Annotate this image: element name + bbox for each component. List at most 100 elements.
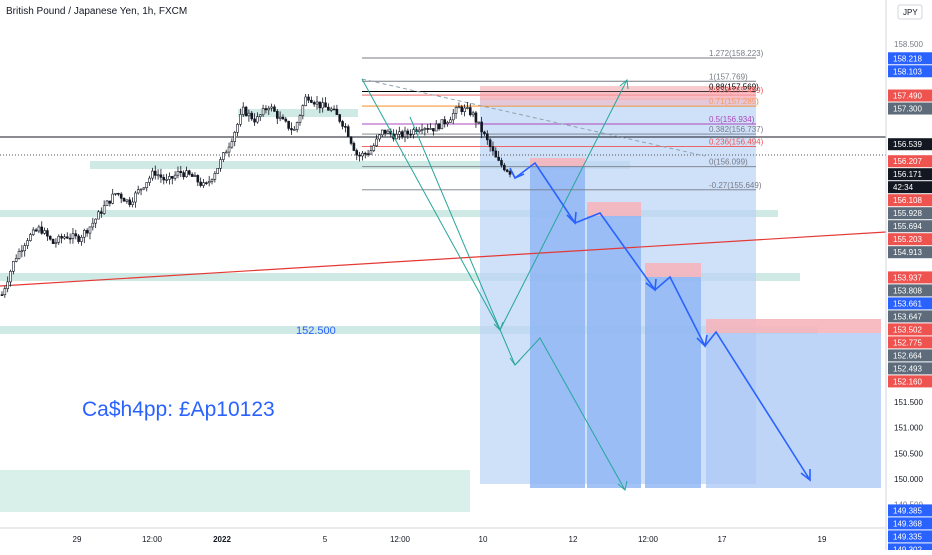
price-tag-label: 158.218 bbox=[893, 54, 922, 63]
candle-body bbox=[193, 175, 197, 177]
candle bbox=[139, 188, 143, 196]
candle-body bbox=[429, 128, 432, 130]
candle-body bbox=[267, 107, 271, 111]
y-tick-label: 150.000 bbox=[894, 475, 923, 484]
candle bbox=[37, 224, 41, 234]
candle-body bbox=[63, 236, 66, 239]
candle-body bbox=[434, 123, 438, 132]
fib-level: 0.236(156.494) bbox=[362, 138, 764, 147]
candle bbox=[88, 226, 92, 240]
price-tag-bg bbox=[888, 297, 932, 310]
blue-tip-4 bbox=[696, 334, 708, 348]
candle bbox=[108, 200, 112, 207]
candle bbox=[344, 123, 347, 133]
price-tag-bg bbox=[888, 349, 932, 362]
candle bbox=[335, 104, 339, 115]
candle-body bbox=[449, 119, 452, 123]
price-tag-bg bbox=[888, 543, 932, 555]
red-trendline[interactable] bbox=[0, 231, 887, 287]
candle-body bbox=[31, 229, 35, 235]
candle bbox=[117, 192, 120, 197]
candle bbox=[361, 150, 364, 161]
currency-button[interactable] bbox=[897, 4, 923, 20]
price-tag: 157.300 bbox=[888, 102, 932, 115]
candle bbox=[63, 234, 66, 240]
fib-level: -0.27(155.649) bbox=[362, 181, 762, 191]
candle bbox=[162, 174, 166, 185]
short-box-5-stop bbox=[706, 319, 881, 333]
candle-body bbox=[403, 130, 407, 138]
candle bbox=[54, 238, 58, 248]
price-tag: 154.913 bbox=[888, 246, 932, 259]
x-tick-label: 5 bbox=[323, 535, 328, 544]
candle-body bbox=[9, 271, 12, 283]
price-tag-bg bbox=[888, 375, 932, 388]
candle-body bbox=[85, 230, 89, 234]
candle bbox=[34, 227, 38, 232]
candle bbox=[310, 96, 313, 104]
candle-body bbox=[497, 156, 500, 161]
price-tag-label: 149.368 bbox=[893, 519, 922, 528]
price-tag-bg bbox=[888, 246, 932, 259]
candle bbox=[207, 175, 211, 187]
candle bbox=[281, 114, 285, 120]
teal-arrow-tip-2 bbox=[617, 480, 628, 491]
teal-arrow-tip-4 bbox=[493, 321, 504, 331]
candle bbox=[236, 122, 239, 137]
candle bbox=[193, 172, 197, 177]
candle-body bbox=[156, 174, 160, 177]
candle bbox=[40, 221, 44, 235]
zone-152-5 bbox=[0, 326, 818, 334]
price-tag: 153.502 bbox=[888, 323, 932, 336]
zone-155 bbox=[0, 210, 778, 217]
candle-body bbox=[65, 236, 69, 239]
fib-level: 0(156.099) bbox=[362, 158, 756, 168]
x-axis-ticks[interactable]: 29 12:00 2022 5 12:00 10 12 12:00 17 19 bbox=[73, 535, 827, 544]
candle bbox=[256, 112, 259, 124]
candle-body bbox=[71, 233, 75, 239]
candle bbox=[270, 103, 273, 112]
candle-body bbox=[173, 174, 177, 179]
price-tag-bg bbox=[888, 220, 932, 233]
candle bbox=[483, 130, 486, 136]
candle-body bbox=[159, 174, 163, 178]
candle bbox=[43, 227, 46, 235]
candle-body bbox=[111, 193, 114, 204]
candle-body bbox=[437, 123, 441, 130]
candle bbox=[454, 105, 458, 119]
price-tag-label: 153.937 bbox=[893, 273, 922, 282]
fib-label: 0.236(156.494) bbox=[709, 138, 764, 147]
candle bbox=[400, 129, 404, 140]
candle-body bbox=[310, 99, 313, 103]
fib-diagonal bbox=[361, 78, 706, 157]
candle-body bbox=[366, 153, 370, 155]
price-tag: 152.664 bbox=[888, 349, 932, 362]
candle bbox=[80, 234, 83, 246]
candle bbox=[131, 197, 134, 208]
candle bbox=[434, 119, 438, 132]
candle bbox=[142, 187, 146, 191]
x-tick-label: 10 bbox=[479, 535, 488, 544]
candle bbox=[375, 134, 378, 147]
zone-156 bbox=[90, 161, 630, 169]
candle-body bbox=[134, 192, 137, 203]
teal-path-2 bbox=[409, 116, 626, 491]
candle bbox=[352, 141, 356, 152]
candle-body bbox=[301, 105, 305, 117]
x-tick-label: 2022 bbox=[213, 535, 231, 544]
candle-body bbox=[46, 230, 49, 237]
candle-body bbox=[477, 121, 481, 124]
candle-body bbox=[352, 143, 356, 151]
candle bbox=[125, 199, 129, 204]
candle-body bbox=[213, 173, 217, 180]
candle-body bbox=[298, 115, 302, 123]
candle-body bbox=[190, 173, 194, 177]
teal-arrow-tip-3 bbox=[509, 357, 521, 366]
candle bbox=[51, 238, 55, 244]
candle bbox=[85, 228, 89, 237]
candle-body bbox=[327, 106, 330, 111]
fib-label: -0.27(155.649) bbox=[709, 181, 762, 190]
candle-body bbox=[43, 230, 46, 234]
candle bbox=[26, 238, 29, 249]
